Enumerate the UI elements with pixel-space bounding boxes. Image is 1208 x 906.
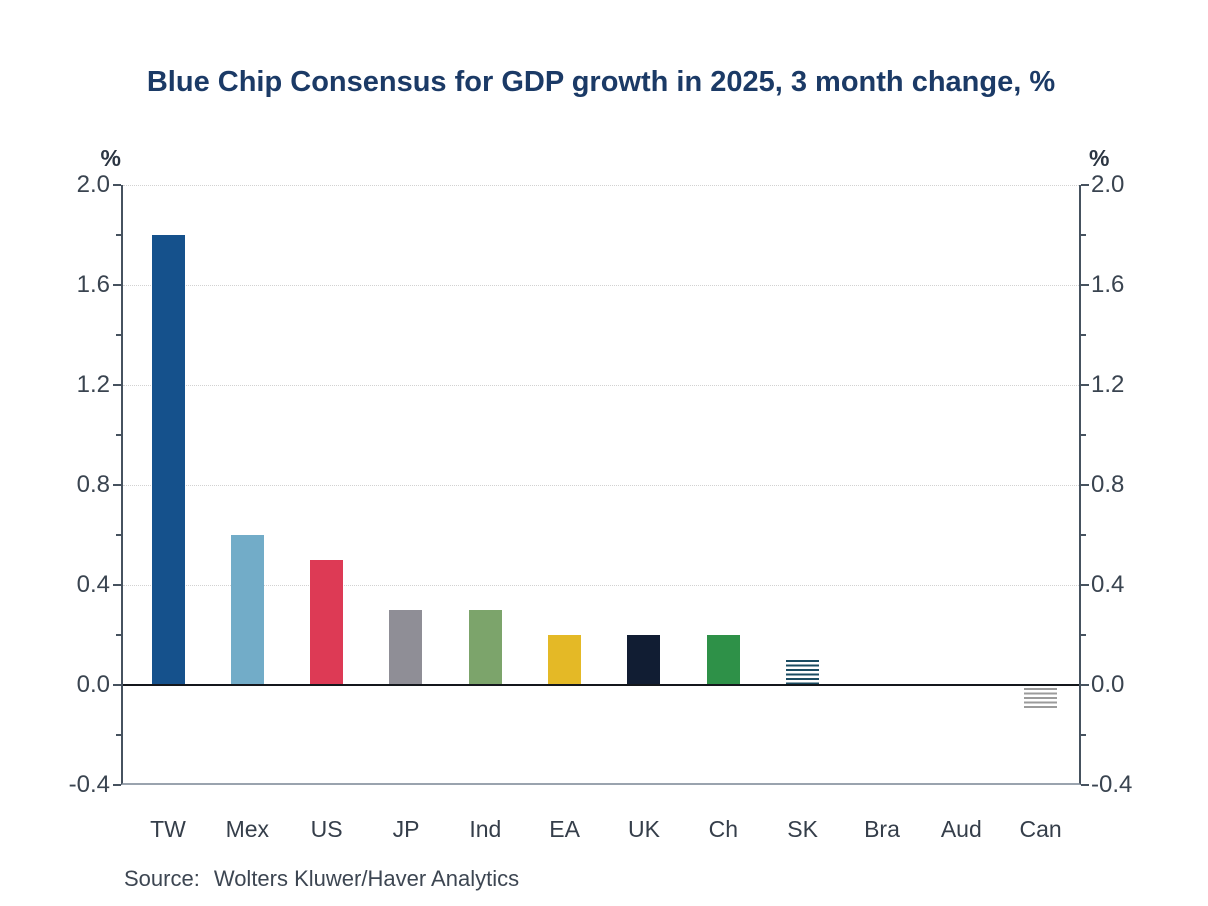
- minor-tick-left: [116, 734, 121, 736]
- y-axis-label-right: 0.8: [1091, 471, 1125, 498]
- gridline-0.4: [123, 585, 1079, 586]
- bar-sk: [786, 660, 820, 685]
- bar-jp: [389, 610, 423, 685]
- x-axis-label-jp: JP: [392, 816, 420, 842]
- major-tick-left: [113, 284, 121, 286]
- x-axis-label-sk: SK: [787, 816, 818, 842]
- major-tick-right: [1081, 684, 1089, 686]
- y-axis-label-left: 2.0: [76, 171, 110, 198]
- major-tick-left: [113, 584, 121, 586]
- y-axis-label-right: 0.0: [1091, 671, 1125, 698]
- plot-area: [121, 185, 1081, 785]
- x-axis-label-ch: Ch: [708, 816, 738, 842]
- x-axis-label-uk: UK: [627, 816, 660, 842]
- source-label: Source:: [124, 866, 200, 891]
- minor-tick-left: [116, 234, 121, 236]
- y-axis-label-left: 0.0: [76, 671, 110, 698]
- x-axis-label-us: US: [310, 816, 343, 842]
- bar-uk: [627, 635, 661, 685]
- x-axis-label-bra: Bra: [864, 816, 900, 842]
- minor-tick-right: [1081, 734, 1086, 736]
- right-axis-unit-label: %: [1089, 145, 1110, 171]
- minor-tick-right: [1081, 434, 1086, 436]
- gridline-1.6: [123, 285, 1079, 286]
- major-tick-left: [113, 484, 121, 486]
- x-axis-label-can: Can: [1019, 816, 1062, 842]
- minor-tick-left: [116, 534, 121, 536]
- left-axis-unit-label: %: [100, 145, 121, 171]
- x-axis-label-ea: EA: [549, 816, 580, 842]
- minor-tick-left: [116, 434, 121, 436]
- y-axis-label-right: 0.4: [1091, 571, 1125, 598]
- bar-ind: [468, 610, 502, 685]
- y-axis-label-left: -0.4: [68, 771, 110, 798]
- major-tick-left: [113, 684, 121, 686]
- major-tick-left: [113, 784, 121, 786]
- y-axis-label-left: 0.4: [76, 571, 110, 598]
- bar-ea: [548, 635, 582, 685]
- zero-line: [123, 684, 1079, 686]
- minor-tick-right: [1081, 334, 1086, 336]
- major-tick-right: [1081, 384, 1089, 386]
- major-tick-right: [1081, 184, 1089, 186]
- y-axis-label-right: -0.4: [1091, 771, 1133, 798]
- bar-can: [1024, 688, 1058, 710]
- major-tick-right: [1081, 584, 1089, 586]
- bar-us: [310, 560, 344, 685]
- bar-tw: [151, 235, 185, 685]
- minor-tick-left: [116, 634, 121, 636]
- bar-ch: [706, 635, 740, 685]
- x-axis-label-ind: Ind: [469, 816, 502, 842]
- x-axis-label-mex: Mex: [225, 816, 270, 842]
- major-tick-right: [1081, 484, 1089, 486]
- x-axis-label-aud: Aud: [940, 816, 982, 842]
- gridline-1.2: [123, 385, 1079, 386]
- major-tick-right: [1081, 784, 1089, 786]
- minor-tick-right: [1081, 634, 1086, 636]
- bar-mex: [230, 535, 264, 685]
- source-note: Source: Wolters Kluwer/Haver Analytics: [124, 866, 519, 892]
- major-tick-left: [113, 184, 121, 186]
- y-axis-label-right: 2.0: [1091, 171, 1125, 198]
- minor-tick-right: [1081, 234, 1086, 236]
- minor-tick-left: [116, 334, 121, 336]
- major-tick-right: [1081, 284, 1089, 286]
- y-axis-label-left: 0.8: [76, 471, 110, 498]
- y-axis-label-right: 1.2: [1091, 371, 1125, 398]
- gridline-2.0: [123, 185, 1079, 186]
- x-axis-label-tw: TW: [150, 816, 186, 842]
- y-axis-label-right: 1.6: [1091, 271, 1125, 298]
- minor-tick-right: [1081, 534, 1086, 536]
- chart-title: Blue Chip Consensus for GDP growth in 20…: [146, 66, 1056, 98]
- gridline-0.8: [123, 485, 1079, 486]
- y-axis-label-left: 1.2: [76, 371, 110, 398]
- major-tick-left: [113, 384, 121, 386]
- source-text: Wolters Kluwer/Haver Analytics: [213, 866, 520, 891]
- y-axis-label-left: 1.6: [76, 271, 110, 298]
